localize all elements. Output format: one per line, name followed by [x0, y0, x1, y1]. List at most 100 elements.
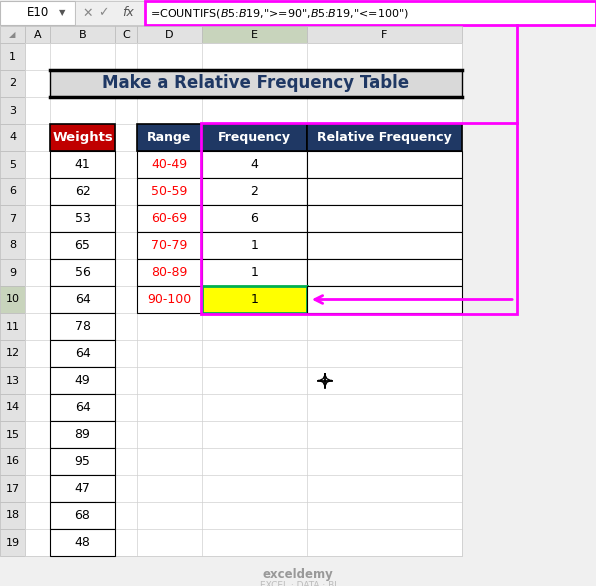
- Bar: [137, 205, 202, 232]
- Bar: [0, 178, 25, 205]
- Bar: [137, 232, 202, 259]
- Text: exceldemy: exceldemy: [263, 568, 333, 581]
- Bar: [202, 232, 307, 259]
- Bar: [50, 124, 115, 151]
- Bar: [50, 421, 115, 448]
- Bar: [202, 259, 307, 286]
- Text: 3: 3: [9, 105, 16, 115]
- Bar: [307, 259, 462, 286]
- Text: ▼: ▼: [59, 9, 65, 18]
- Bar: [50, 151, 115, 178]
- Bar: [307, 232, 462, 259]
- Text: 1: 1: [250, 293, 259, 306]
- Bar: [50, 178, 115, 205]
- Bar: [50, 448, 115, 475]
- Text: 47: 47: [74, 482, 91, 495]
- Text: 62: 62: [74, 185, 91, 198]
- Text: fx: fx: [122, 6, 134, 19]
- Bar: [25, 43, 462, 556]
- Text: Weights: Weights: [52, 131, 113, 144]
- Bar: [50, 394, 115, 421]
- Text: 78: 78: [74, 320, 91, 333]
- Bar: [50, 70, 462, 97]
- Bar: [0, 529, 25, 556]
- Bar: [0, 448, 25, 475]
- Bar: [202, 124, 307, 151]
- Text: Make a Relative Frequency Table: Make a Relative Frequency Table: [103, 74, 409, 93]
- Text: 48: 48: [74, 536, 91, 549]
- Text: 17: 17: [5, 483, 20, 493]
- Text: 9: 9: [9, 267, 16, 278]
- Text: 10: 10: [5, 295, 20, 305]
- Text: 70-79: 70-79: [151, 239, 188, 252]
- Bar: [0, 340, 25, 367]
- Bar: [137, 151, 202, 178]
- Bar: [202, 151, 307, 178]
- Bar: [25, 26, 50, 43]
- Text: 89: 89: [74, 428, 91, 441]
- Text: 1: 1: [250, 266, 259, 279]
- Text: 19: 19: [5, 537, 20, 547]
- Text: B: B: [79, 29, 86, 39]
- Bar: [137, 259, 202, 286]
- Text: E: E: [251, 29, 258, 39]
- Text: F: F: [381, 29, 387, 39]
- Text: ✓: ✓: [98, 6, 108, 19]
- Text: 56: 56: [74, 266, 91, 279]
- Text: EXCEL · DATA · BI: EXCEL · DATA · BI: [260, 581, 336, 586]
- Bar: [0, 26, 25, 43]
- Text: 8: 8: [9, 240, 16, 250]
- Text: 4: 4: [250, 158, 259, 171]
- Text: Frequency: Frequency: [218, 131, 291, 144]
- Text: 6: 6: [9, 186, 16, 196]
- Bar: [50, 529, 115, 556]
- Text: 95: 95: [74, 455, 91, 468]
- Text: A: A: [34, 29, 41, 39]
- Text: 1: 1: [9, 52, 16, 62]
- Bar: [0, 367, 25, 394]
- Bar: [0, 475, 25, 502]
- Bar: [307, 151, 462, 178]
- Bar: [307, 26, 462, 43]
- Bar: [75, 1, 145, 25]
- Bar: [0, 1, 75, 25]
- Bar: [0, 205, 25, 232]
- Bar: [145, 1, 596, 25]
- Text: 80-89: 80-89: [151, 266, 188, 279]
- Bar: [50, 205, 115, 232]
- Bar: [0, 313, 25, 340]
- Text: 40-49: 40-49: [151, 158, 188, 171]
- Text: 14: 14: [5, 403, 20, 413]
- Text: 5: 5: [9, 159, 16, 169]
- Text: 2: 2: [9, 79, 16, 88]
- Bar: [0, 151, 25, 178]
- Text: D: D: [165, 29, 174, 39]
- Bar: [0, 232, 25, 259]
- Bar: [0, 394, 25, 421]
- Text: 41: 41: [74, 158, 91, 171]
- Text: 1: 1: [250, 239, 259, 252]
- Bar: [307, 286, 462, 313]
- Text: 90-100: 90-100: [147, 293, 192, 306]
- Bar: [50, 286, 115, 313]
- Bar: [0, 421, 25, 448]
- Bar: [137, 26, 202, 43]
- Bar: [50, 232, 115, 259]
- Bar: [0, 43, 25, 70]
- Bar: [50, 475, 115, 502]
- Text: 68: 68: [74, 509, 91, 522]
- Text: 50-59: 50-59: [151, 185, 188, 198]
- Bar: [50, 313, 115, 340]
- Bar: [50, 502, 115, 529]
- Bar: [201, 123, 517, 314]
- Text: 16: 16: [5, 456, 20, 466]
- Text: 12: 12: [5, 349, 20, 359]
- Bar: [202, 205, 307, 232]
- Bar: [137, 178, 202, 205]
- Bar: [202, 286, 307, 313]
- Text: E10: E10: [26, 6, 49, 19]
- Bar: [307, 178, 462, 205]
- Bar: [307, 205, 462, 232]
- Bar: [0, 97, 25, 124]
- Text: 64: 64: [74, 347, 91, 360]
